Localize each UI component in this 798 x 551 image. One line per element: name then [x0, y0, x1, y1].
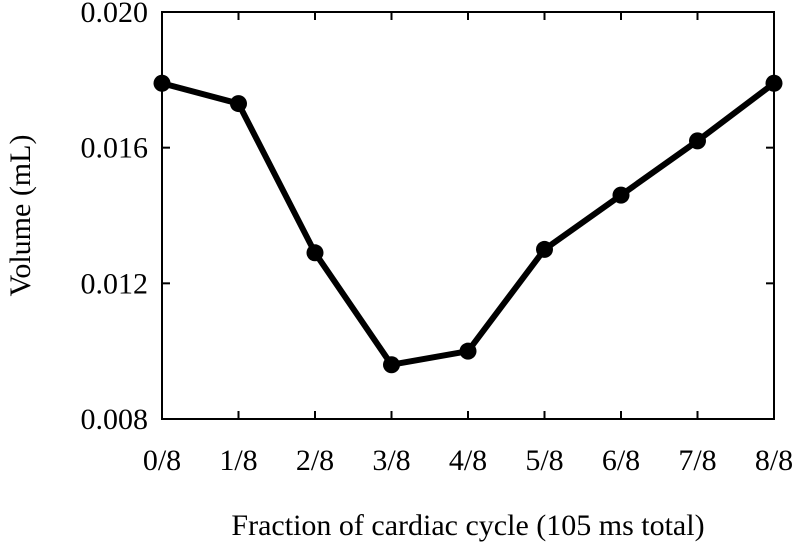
data-point — [306, 244, 324, 262]
data-point — [459, 342, 477, 360]
y-tick-label: 0.016 — [81, 132, 149, 165]
data-point — [230, 95, 247, 113]
series-layer — [153, 74, 783, 374]
x-tick-label: 8/8 — [755, 444, 793, 477]
x-tick-labels: 0/8 1/8 2/8 3/8 4/8 5/8 6/8 7/8 8/8 — [143, 444, 793, 477]
x-tick-label: 2/8 — [296, 444, 334, 477]
x-tick-label: 6/8 — [602, 444, 640, 477]
x-tick-label: 5/8 — [525, 444, 563, 477]
x-tick-label: 3/8 — [372, 444, 410, 477]
y-tick-labels: 0.008 0.012 0.016 0.020 — [81, 0, 149, 436]
plot-frame — [161, 11, 775, 420]
y-tick-label: 0.012 — [81, 267, 149, 300]
y-axis-label: Volume (mL) — [4, 135, 37, 297]
x-tick-label: 4/8 — [449, 444, 487, 477]
y-tick-label: 0.008 — [81, 403, 149, 436]
data-point — [765, 74, 783, 92]
x-axis-label: Fraction of cardiac cycle (105 ms total) — [231, 509, 704, 542]
x-tick-label: 7/8 — [678, 444, 716, 477]
x-tick-label: 0/8 — [143, 444, 181, 477]
data-point — [612, 186, 630, 204]
series-line — [159, 80, 777, 368]
data-point — [383, 356, 400, 374]
y-tick-label: 0.020 — [81, 0, 149, 29]
data-point — [689, 132, 706, 150]
x-tick-label: 1/8 — [219, 444, 257, 477]
data-point — [536, 240, 553, 258]
data-point — [153, 74, 171, 92]
